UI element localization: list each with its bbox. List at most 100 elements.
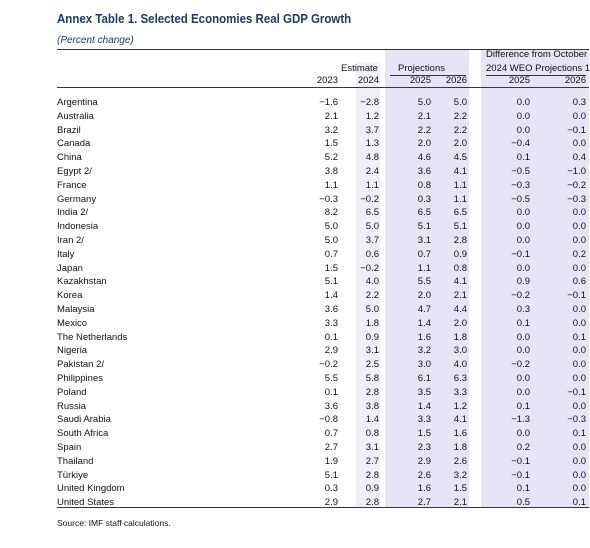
cell-y2024: 3.7 (365, 234, 379, 246)
table-row: Korea 1.4 2.2 2.0 2.1 −0.2 −0.1 (57, 289, 589, 303)
cell-y2023: 1.9 (324, 455, 338, 467)
cell-y2026: 2.8 (453, 234, 467, 246)
header-year-2024: 2024 (357, 75, 379, 86)
table-row: France 1.1 1.1 0.8 1.1 −0.3 −0.2 (57, 179, 589, 193)
table-row: Malaysia 3.6 5.0 4.7 4.4 0.3 0.0 (57, 303, 589, 317)
cell-y2025: 5.5 (417, 276, 431, 288)
header-difference-line1: Difference from October (486, 49, 588, 60)
economy-name: Korea (57, 290, 83, 302)
cell-d2026: 0.1 (572, 497, 586, 509)
cell-d2025: 0.1 (516, 400, 530, 412)
cell-y2023: 3.2 (324, 124, 338, 136)
cell-y2026: 1.8 (453, 441, 467, 453)
cell-d2026: 0.0 (572, 138, 586, 150)
cell-y2023: 3.3 (324, 317, 338, 329)
cell-d2026: −0.1 (567, 290, 586, 302)
economy-name: Philippines (57, 372, 103, 384)
cell-y2023: 5.2 (324, 152, 338, 164)
economy-name: Poland (57, 386, 87, 398)
header-diff-2026: 2026 (564, 75, 586, 86)
cell-y2023: 0.7 (324, 248, 338, 260)
economy-name: China (57, 152, 82, 164)
cell-d2025: 0.1 (516, 152, 530, 164)
table-row: Russia 3.6 3.8 1.4 1.2 0.1 0.0 (57, 400, 589, 414)
cell-y2023: 0.7 (324, 428, 338, 440)
cell-y2025: 3.6 (417, 165, 431, 177)
cell-y2023: 1.5 (324, 262, 338, 274)
cell-y2024: 1.1 (365, 179, 379, 191)
cell-y2023: −1.6 (319, 97, 338, 108)
cell-d2026: −0.2 (567, 179, 586, 191)
cell-y2025: 1.4 (417, 400, 431, 412)
cell-y2026: 1.5 (453, 483, 467, 495)
cell-d2026: 0.0 (572, 234, 586, 246)
cell-y2024: 3.8 (365, 400, 379, 412)
cell-y2026: 2.0 (453, 317, 467, 329)
cell-d2025: 0.0 (516, 386, 530, 398)
cell-d2025: −0.2 (511, 359, 530, 371)
economy-name: Spain (57, 441, 82, 453)
cell-d2026: 0.0 (572, 207, 586, 219)
difference-shade (481, 50, 589, 507)
cell-y2024: 2.8 (365, 469, 379, 481)
cell-y2023: 5.5 (324, 372, 338, 384)
cell-y2025: 3.1 (417, 234, 431, 246)
cell-d2026: −0.3 (567, 414, 586, 426)
cell-d2025: 0.9 (516, 276, 530, 288)
economy-name: South Africa (57, 428, 109, 440)
cell-y2024: 3.1 (365, 441, 379, 453)
economy-name: Russia (57, 400, 87, 412)
cell-d2025: 0.0 (516, 262, 530, 274)
cell-d2025: −0.3 (511, 179, 530, 191)
projections-shade (385, 50, 469, 507)
economy-name: France (57, 179, 87, 191)
table-row: Pakistan 2/ −0.2 2.5 3.0 4.0 −0.2 0.0 (57, 358, 589, 372)
cell-y2026: 3.2 (453, 469, 467, 481)
cell-y2023: 2.9 (324, 497, 338, 509)
cell-y2026: 1.1 (453, 193, 467, 205)
cell-y2023: −0.3 (319, 193, 338, 205)
cell-y2026: 0.8 (453, 262, 467, 274)
cell-d2026: −0.1 (567, 124, 586, 136)
economy-name: Mexico (57, 317, 88, 329)
cell-d2026: 0.0 (572, 317, 586, 329)
economy-name: Türkiye (57, 469, 89, 481)
economy-name: United States (57, 497, 115, 509)
table-row: Australia 2.1 1.2 2.1 2.2 0.0 0.0 (57, 110, 589, 124)
cell-y2025: 5.0 (417, 97, 431, 108)
economy-name: Canada (57, 138, 91, 150)
cell-y2026: 4.0 (453, 359, 467, 371)
cell-d2026: 0.0 (572, 262, 586, 274)
cell-d2026: 0.0 (572, 303, 586, 315)
table-row: Nigeria 2.9 3.1 3.2 3.0 0.0 0.0 (57, 344, 589, 358)
cell-y2026: 1.6 (453, 428, 467, 440)
cell-d2026: 0.0 (572, 400, 586, 412)
cell-y2025: 5.1 (417, 221, 431, 233)
cell-y2024: 4.8 (365, 152, 379, 164)
table-row: Indonesia 5.0 5.0 5.1 5.1 0.0 0.0 (57, 220, 589, 234)
cell-y2025: 3.0 (417, 359, 431, 371)
cell-d2025: 0.0 (516, 221, 530, 233)
economy-name: United Kingdom (57, 483, 125, 495)
cell-y2026: 4.1 (453, 276, 467, 288)
cell-y2023: 2.1 (324, 110, 338, 122)
cell-y2024: 1.4 (365, 414, 379, 426)
page-title: Annex Table 1. Selected Economies Real G… (57, 12, 352, 26)
header-year-2023: 2023 (316, 75, 338, 86)
cell-y2023: 3.8 (324, 165, 338, 177)
cell-y2025: 2.3 (417, 441, 431, 453)
cell-y2024: 3.7 (365, 124, 379, 136)
cell-y2025: 2.2 (417, 124, 431, 136)
top-rule (57, 49, 589, 50)
cell-y2023: 0.1 (324, 331, 338, 343)
cell-d2025: 0.0 (516, 97, 530, 108)
cell-d2026: −0.3 (567, 193, 586, 205)
cell-y2024: 2.7 (365, 455, 379, 467)
table-row: Japan 1.5 −0.2 1.1 0.8 0.0 0.0 (57, 262, 589, 276)
cell-y2025: 2.6 (417, 469, 431, 481)
economy-name: Italy (57, 248, 75, 260)
cell-y2026: 2.1 (453, 290, 467, 302)
table-row: Spain 2.7 3.1 2.3 1.8 0.2 0.0 (57, 441, 589, 455)
cell-y2024: 2.8 (365, 386, 379, 398)
cell-y2025: 1.6 (417, 331, 431, 343)
